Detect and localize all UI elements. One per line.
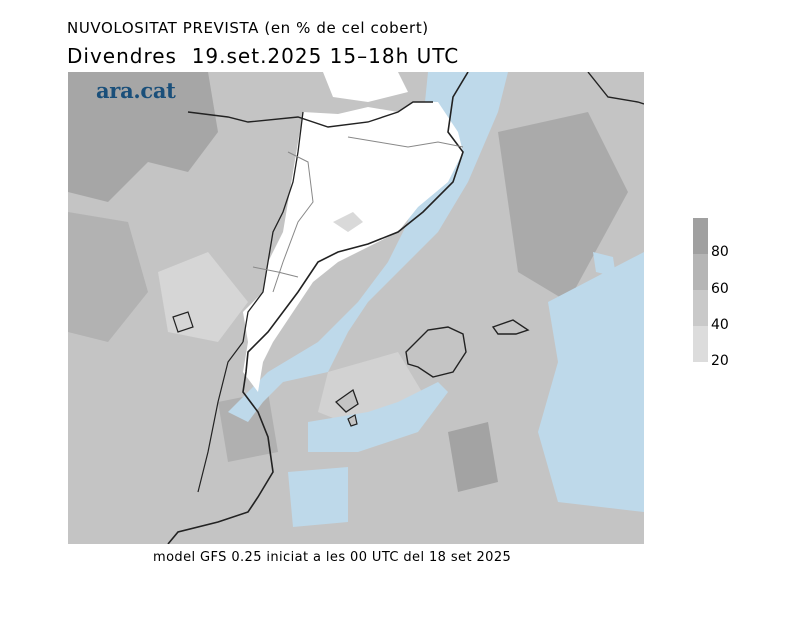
region-border [242,111,304,343]
cloud-zone-low [333,212,363,232]
cloud-zone-low [158,252,248,342]
menorca-island [491,319,530,335]
coastline [167,72,469,544]
legend-label: 40 [711,317,729,333]
legend-swatch [693,326,708,362]
color-legend [693,218,708,362]
country-border [187,101,433,128]
legend-label: 60 [711,281,729,297]
province-border [347,136,464,148]
model-run-note: model GFS 0.25 iniciat a les 00 UTC del … [153,550,512,565]
clear-sea [538,252,644,512]
legend-label: 20 [711,353,729,369]
region-border [197,341,244,493]
cloud-cover-map [68,72,644,544]
cloud-zone-high [448,422,498,492]
cloud-zone-high [68,72,218,202]
country-border [587,72,644,105]
clear-land [243,102,463,392]
mallorca-island [405,326,467,378]
province-border [272,151,314,293]
map-subtitle-date: Divendres 19.set.2025 15–18h UTC [67,44,460,68]
cloud-zone-high [68,212,148,342]
cloud-zone-high [498,112,628,302]
brand-logo-text: ara.cat [96,78,176,103]
legend-swatch [693,290,708,326]
formentera-island [347,414,358,427]
map-title: NUVOLOSITAT PREVISTA (en % de cel cobert… [67,19,429,37]
province-border [252,266,299,278]
legend-swatch [693,254,708,290]
clear-sea [308,382,448,452]
legend-label: 80 [711,244,729,260]
eivissa-island [334,388,359,413]
clear-land [323,72,408,102]
andorra-border [172,311,194,333]
legend-swatch [693,218,708,254]
clear-sea [593,252,616,277]
clear-sea [288,467,348,527]
